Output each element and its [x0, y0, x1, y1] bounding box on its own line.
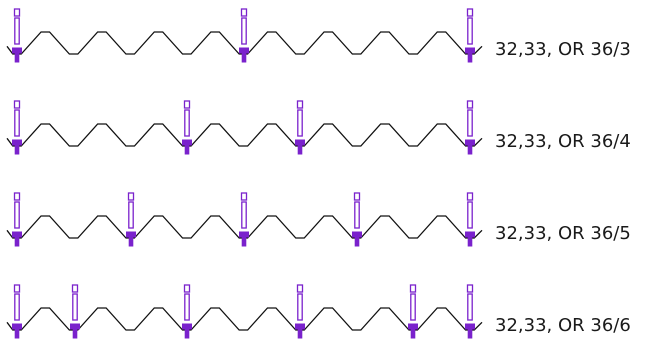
fastener-icon	[70, 284, 80, 339]
roof-sheet-profile	[6, 123, 483, 147]
fastener-icon	[465, 100, 475, 155]
fastener-icon	[182, 100, 192, 155]
fastener-icon	[465, 8, 475, 63]
fastener-icon	[295, 284, 305, 339]
fastener-icon	[12, 100, 22, 155]
pattern-row-3: 32,33, OR 36/3	[6, 8, 631, 63]
row-label: 32,33, OR 36/6	[495, 315, 631, 336]
fastener-icon	[295, 100, 305, 155]
pattern-row-5: 32,33, OR 36/5	[6, 192, 631, 247]
pattern-row-4: 32,33, OR 36/4	[6, 100, 631, 155]
pattern-row-6: 32,33, OR 36/6	[6, 284, 631, 339]
fastener-icon	[465, 284, 475, 339]
fastener-icon	[465, 192, 475, 247]
fastener-icon	[352, 192, 362, 247]
fastener-icon	[239, 192, 249, 247]
fastener-icon	[12, 192, 22, 247]
fastener-icon	[12, 8, 22, 63]
row-label: 32,33, OR 36/4	[495, 131, 631, 152]
row-label: 32,33, OR 36/5	[495, 223, 631, 244]
fastener-icon	[239, 8, 249, 63]
fastener-icon	[408, 284, 418, 339]
fastener-icon	[126, 192, 136, 247]
fastener-icon	[12, 284, 22, 339]
row-label: 32,33, OR 36/3	[495, 39, 631, 60]
fastener-icon	[182, 284, 192, 339]
